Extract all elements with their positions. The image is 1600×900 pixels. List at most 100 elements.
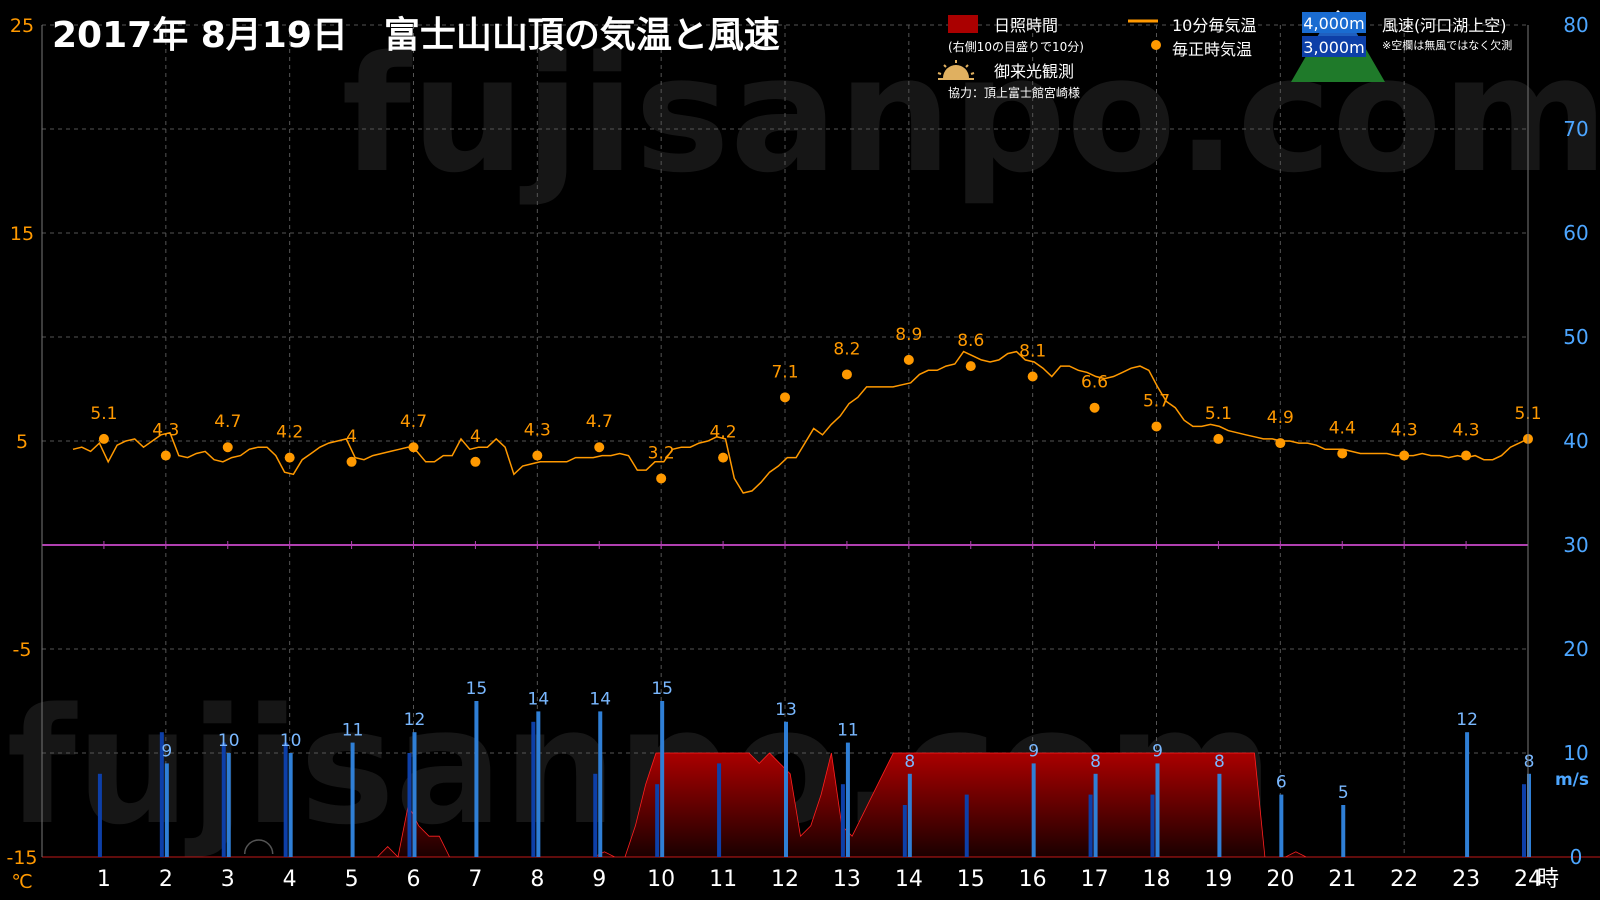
right-axis-tick-label: 0	[1570, 845, 1583, 869]
x-axis-tick-label: 17	[1081, 867, 1109, 892]
left-axis-tick-label: 15	[10, 223, 34, 245]
wind-value-label: 9	[1152, 741, 1163, 761]
left-axis-tick-label: 25	[10, 15, 34, 37]
right-axis-tick-label: 30	[1563, 533, 1588, 557]
x-axis-tick-label: 7	[468, 867, 482, 892]
wind-4000m-bar	[1217, 773, 1222, 857]
hourly-temp-marker	[841, 369, 852, 380]
right-axis-tick-label: 10	[1563, 741, 1588, 765]
x-axis-tick-label: 4	[283, 867, 297, 892]
legend-4000m-label: 4,000m	[1303, 14, 1364, 33]
hourly-temp-label: 5.7	[1143, 391, 1170, 411]
x-axis-unit: 時	[1537, 867, 1559, 892]
hourly-temp-marker	[222, 442, 233, 453]
wind-4000m-bar	[412, 732, 417, 857]
wind-4000m-bar	[1527, 773, 1531, 857]
wind-3000m-bar	[159, 732, 164, 857]
legend-sunshine-note: (右側10の目盛りで10分)	[948, 39, 1084, 54]
x-axis-tick-label: 23	[1452, 867, 1480, 892]
wind-3000m-bar	[1150, 794, 1155, 857]
wind-value-label: 14	[589, 689, 611, 709]
x-axis-tick-label: 9	[592, 867, 606, 892]
legend-sunshine-swatch	[948, 15, 978, 33]
right-axis-tick-label: 80	[1563, 13, 1588, 37]
hourly-temp-label: 4.3	[1453, 421, 1480, 441]
wind-value-label: 11	[342, 721, 364, 741]
hourly-temp-marker	[470, 456, 481, 467]
hourly-temp-marker	[965, 361, 976, 372]
wind-value-label: 12	[1456, 710, 1478, 730]
hourly-temp-marker	[718, 452, 729, 463]
hourly-temp-label: 4.2	[710, 423, 737, 443]
wind-3000m-bar	[97, 773, 102, 857]
hourly-temp-marker	[1399, 450, 1410, 461]
hourly-temp-marker	[1461, 450, 1472, 461]
wind-3000m-bar	[655, 784, 660, 857]
temp-10min-line	[72, 350, 1529, 494]
hourly-temp-label: 4.7	[586, 412, 613, 432]
wind-value-label: 10	[280, 731, 302, 751]
wind-4000m-bar	[1093, 773, 1098, 857]
hourly-temp-label: 6.6	[1081, 373, 1108, 393]
x-axis-tick-label: 19	[1204, 867, 1232, 892]
left-axis-tick-label: -5	[13, 639, 32, 661]
wind-value-label: 14	[528, 689, 550, 709]
legend-temp10-label: 10分毎気温	[1172, 16, 1256, 35]
wind-4000m-bar	[1155, 763, 1160, 857]
sunshine-area	[42, 752, 1600, 858]
hourly-temp-label: 8.6	[957, 331, 984, 351]
right-axis-tick-label: 40	[1563, 429, 1588, 453]
wind-value-label: 10	[218, 731, 240, 751]
hourly-temp-label: 4.3	[152, 421, 179, 441]
legend-4000m-box	[1302, 12, 1366, 33]
left-axis-tick-label: 5	[16, 431, 28, 453]
wind-3000m-bar	[902, 805, 907, 857]
wind-3000m-bar	[840, 784, 845, 857]
legend-credit: 協力：頂上富士館宮崎様	[948, 85, 1080, 100]
wind-value-label: 11	[837, 721, 859, 741]
hourly-temp-label: 7.1	[771, 362, 798, 382]
hourly-temp-marker	[1337, 448, 1348, 459]
x-axis-tick-label: 11	[709, 867, 737, 892]
x-axis-tick-label: 12	[771, 867, 799, 892]
legend-hourly-label: 毎正時気温	[1172, 40, 1252, 59]
watermark-upper: fujisanpo.com	[341, 21, 1600, 208]
hourly-temp-marker	[594, 442, 605, 453]
hourly-temp-marker	[532, 450, 543, 461]
hourly-temp-marker	[408, 442, 419, 453]
wind-value-label: 5	[1338, 783, 1349, 803]
x-axis-tick-label: 20	[1266, 867, 1294, 892]
hourly-temp-marker	[1275, 438, 1286, 449]
x-axis-tick-label: 24	[1514, 867, 1542, 892]
hourly-temp-marker	[903, 354, 914, 365]
wind-value-label: 13	[775, 700, 797, 720]
wind-3000m-bar	[593, 773, 598, 857]
hourly-temp-marker	[1151, 421, 1162, 432]
wind-4000m-bar	[1465, 732, 1470, 857]
hourly-temp-marker	[160, 450, 171, 461]
wind-4000m-bar	[660, 701, 665, 857]
hourly-temp-marker	[1213, 433, 1224, 444]
wind-value-label: 8	[904, 752, 915, 772]
wind-3000m-bar	[407, 753, 412, 857]
hourly-temp-label: 4	[470, 427, 481, 447]
left-axis-tick-label: -15	[6, 847, 37, 869]
hourly-temp-label: 4.2	[276, 423, 303, 443]
x-axis-tick-label: 6	[407, 867, 421, 892]
hourly-temp-label: 8.2	[833, 339, 860, 359]
wind-value-label: 9	[161, 741, 172, 761]
wind-value-label: 15	[466, 679, 488, 699]
wind-4000m-bar	[226, 753, 231, 857]
legend-wind-note: ※空欄は無風ではなく欠測	[1382, 38, 1512, 52]
hourly-temp-marker	[656, 473, 667, 484]
wind-4000m-bar	[845, 742, 850, 857]
hourly-temp-label: 4.7	[214, 412, 241, 432]
hourly-temp-marker	[780, 392, 790, 403]
hourly-temp-marker	[98, 433, 109, 444]
hourly-temp-label: 3.2	[648, 443, 675, 463]
wind-4000m-bar	[288, 753, 293, 857]
wind-4000m-bar	[536, 711, 541, 857]
right-axis-tick-label: 50	[1563, 325, 1588, 349]
